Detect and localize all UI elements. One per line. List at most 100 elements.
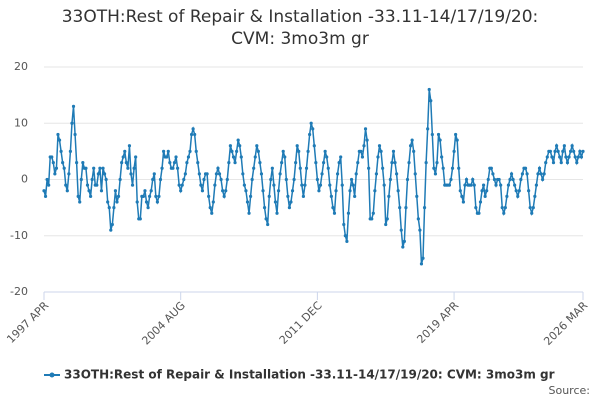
data-point: [381, 166, 385, 170]
data-point: [213, 183, 217, 187]
data-point: [436, 132, 441, 137]
data-point: [130, 183, 135, 187]
data-point: [172, 161, 177, 165]
data-point: [323, 149, 327, 153]
data-point: [64, 183, 68, 187]
data-point: [348, 189, 352, 193]
data-point: [303, 183, 307, 187]
data-point: [477, 211, 481, 215]
data-point: [102, 172, 107, 176]
data-point: [486, 177, 490, 182]
data-point: [135, 200, 139, 204]
data-point: [536, 172, 540, 176]
data-point: [109, 228, 113, 232]
data-point: [430, 132, 434, 137]
data-point: [126, 166, 130, 170]
data-point: [363, 127, 368, 131]
data-point: [152, 172, 156, 176]
data-point: [337, 161, 341, 165]
data-point: [280, 161, 284, 165]
data-point: [429, 99, 433, 103]
data-point: [500, 206, 504, 210]
data-point: [222, 194, 226, 198]
data-point: [365, 138, 369, 142]
data-point: [421, 256, 425, 260]
data-point: [427, 87, 431, 92]
data-point: [42, 189, 46, 193]
data-point: [75, 161, 79, 165]
data-point: [141, 194, 146, 198]
data-point: [162, 149, 166, 153]
data-point: [539, 172, 543, 176]
data-point: [405, 177, 410, 182]
data-point: [311, 127, 315, 131]
data-point: [449, 177, 453, 182]
data-point: [537, 166, 542, 170]
data-point: [155, 200, 159, 204]
data-point: [207, 194, 211, 198]
data-point: [59, 149, 63, 153]
data-point: [399, 228, 403, 232]
data-point: [424, 161, 428, 165]
data-point: [460, 194, 464, 198]
data-point: [300, 183, 304, 187]
data-point: [68, 149, 73, 153]
data-point: [208, 206, 212, 210]
data-point: [395, 172, 399, 176]
data-point: [235, 149, 239, 153]
data-point: [438, 138, 442, 142]
data-point: [298, 166, 302, 170]
data-point: [545, 155, 549, 159]
data-point: [353, 194, 357, 198]
data-point: [542, 172, 546, 176]
data-point: [65, 189, 69, 193]
data-point: [575, 161, 579, 165]
y-tick-label: 0: [21, 173, 28, 186]
data-point: [193, 132, 197, 137]
data-point: [335, 172, 340, 176]
data-point: [519, 177, 523, 182]
data-point: [62, 166, 66, 170]
data-point: [309, 121, 313, 125]
data-point: [87, 189, 91, 193]
data-point: [70, 121, 74, 125]
data-point: [275, 211, 279, 215]
data-point: [270, 166, 274, 170]
data-point: [398, 206, 402, 210]
data-point: [61, 161, 65, 165]
data-point: [262, 206, 267, 210]
data-point: [452, 149, 456, 153]
data-point: [530, 211, 534, 215]
data-point: [138, 217, 142, 221]
data-point: [326, 166, 330, 170]
data-point: [528, 206, 532, 210]
data-point: [252, 166, 256, 170]
data-point: [419, 262, 424, 266]
data-point: [264, 217, 268, 221]
data-point: [331, 206, 335, 210]
data-point: [242, 183, 246, 187]
data-point: [297, 149, 301, 153]
data-point: [534, 183, 539, 187]
data-point: [127, 144, 132, 148]
data-point: [175, 166, 180, 170]
data-point: [469, 183, 473, 187]
data-point: [79, 177, 83, 182]
data-point: [513, 183, 517, 187]
data-point: [200, 189, 205, 193]
data-point: [312, 144, 316, 148]
data-point: [284, 177, 288, 182]
data-point: [343, 234, 347, 238]
data-point: [255, 144, 259, 148]
data-point: [416, 217, 420, 221]
data-point: [219, 177, 223, 182]
data-point: [180, 183, 184, 187]
data-point: [259, 172, 264, 176]
data-point: [99, 189, 104, 193]
data-point: [231, 155, 236, 159]
data-point: [281, 149, 285, 153]
data-point: [432, 166, 436, 170]
data-point: [146, 206, 150, 210]
data-point: [216, 166, 220, 170]
data-point: [273, 200, 278, 204]
